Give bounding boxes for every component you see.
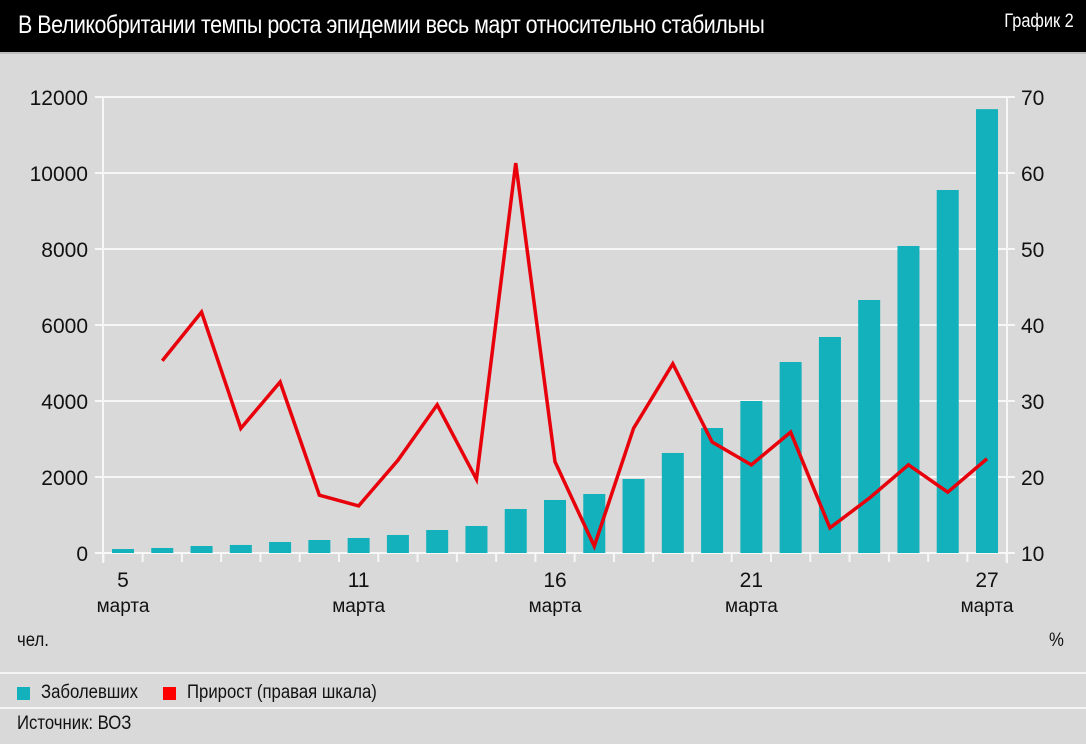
growth-line xyxy=(160,162,989,551)
divider xyxy=(0,707,1086,709)
bar xyxy=(622,479,645,553)
left-axis-unit: чел. xyxy=(17,630,49,651)
legend: Заболевших Прирост (правая шкала) xyxy=(17,681,425,705)
bar xyxy=(701,428,724,553)
bar xyxy=(190,546,213,553)
left-axis-labels: 0 2000 4000 6000 8000 10000 12000 xyxy=(30,87,88,566)
x-tick-label-month: марта xyxy=(529,596,582,617)
bar-series xyxy=(112,109,998,554)
chart-number: График 2 xyxy=(1004,11,1074,32)
legend-item-cases: Заболевших xyxy=(17,682,151,704)
bar xyxy=(347,537,370,553)
bar xyxy=(544,499,566,553)
line-series xyxy=(160,162,989,551)
legend-label-cases: Заболевших xyxy=(41,682,138,703)
legend-label-growth: Прирост (правая шкала) xyxy=(187,682,378,703)
x-tick-label-day: 5 xyxy=(117,569,129,592)
left-tick-label: 12000 xyxy=(30,87,88,110)
bar xyxy=(936,189,959,553)
right-tick-label: 30 xyxy=(1021,391,1044,414)
bar xyxy=(818,337,841,553)
x-tick-label-day: 27 xyxy=(975,569,998,592)
left-tick-label: 6000 xyxy=(41,315,88,338)
bar xyxy=(897,245,920,554)
bar xyxy=(976,109,998,553)
left-tick-label: 0 xyxy=(76,543,88,566)
left-tick-label: 4000 xyxy=(41,391,88,414)
left-tick-label: 2000 xyxy=(41,467,88,490)
chart-header: В Великобритании темпы роста эпидемии ве… xyxy=(0,0,1086,54)
x-tick-label-month: марта xyxy=(725,596,778,617)
divider xyxy=(0,672,1086,674)
chart-title: В Великобритании темпы роста эпидемии ве… xyxy=(18,11,765,39)
left-tick-label: 10000 xyxy=(30,163,88,186)
x-tick-label-month: марта xyxy=(332,596,385,617)
x-tick-label-day: 21 xyxy=(740,569,763,592)
bar xyxy=(661,452,684,553)
bar xyxy=(465,525,488,553)
x-tick-label-month: марта xyxy=(961,596,1014,617)
source-note: Источник: ВОЗ xyxy=(17,713,132,734)
x-axis-labels: 5 марта 11 марта 16 марта 21 марта 27 марта xyxy=(97,569,1014,617)
legend-item-growth: Прирост (правая шкала) xyxy=(163,682,403,704)
right-axis-unit: % xyxy=(1049,630,1064,651)
bar xyxy=(151,547,174,553)
right-axis-labels: 10 20 30 40 50 60 70 xyxy=(1021,87,1044,566)
bar xyxy=(112,549,134,553)
right-tick-label: 50 xyxy=(1021,239,1044,262)
legend-swatch-growth xyxy=(163,686,177,700)
x-tick-label-day: 11 xyxy=(348,569,370,592)
bar xyxy=(386,534,409,553)
bar xyxy=(740,401,763,553)
x-tick-label-month: марта xyxy=(97,596,150,617)
right-tick-label: 60 xyxy=(1021,163,1044,186)
left-tick-label: 8000 xyxy=(41,239,88,262)
bar xyxy=(308,540,331,553)
bar xyxy=(779,362,802,553)
legend-swatch-cases xyxy=(17,686,30,700)
x-tick-label-day: 16 xyxy=(543,569,566,592)
right-tick-label: 70 xyxy=(1021,87,1044,110)
bar xyxy=(229,544,252,553)
bar xyxy=(426,530,449,553)
bar xyxy=(269,542,292,553)
right-tick-label: 10 xyxy=(1021,543,1044,566)
right-tick-label: 40 xyxy=(1021,315,1044,338)
bar xyxy=(504,508,527,553)
bar xyxy=(858,299,881,553)
right-tick-label: 20 xyxy=(1021,467,1044,490)
axes xyxy=(102,97,1008,563)
